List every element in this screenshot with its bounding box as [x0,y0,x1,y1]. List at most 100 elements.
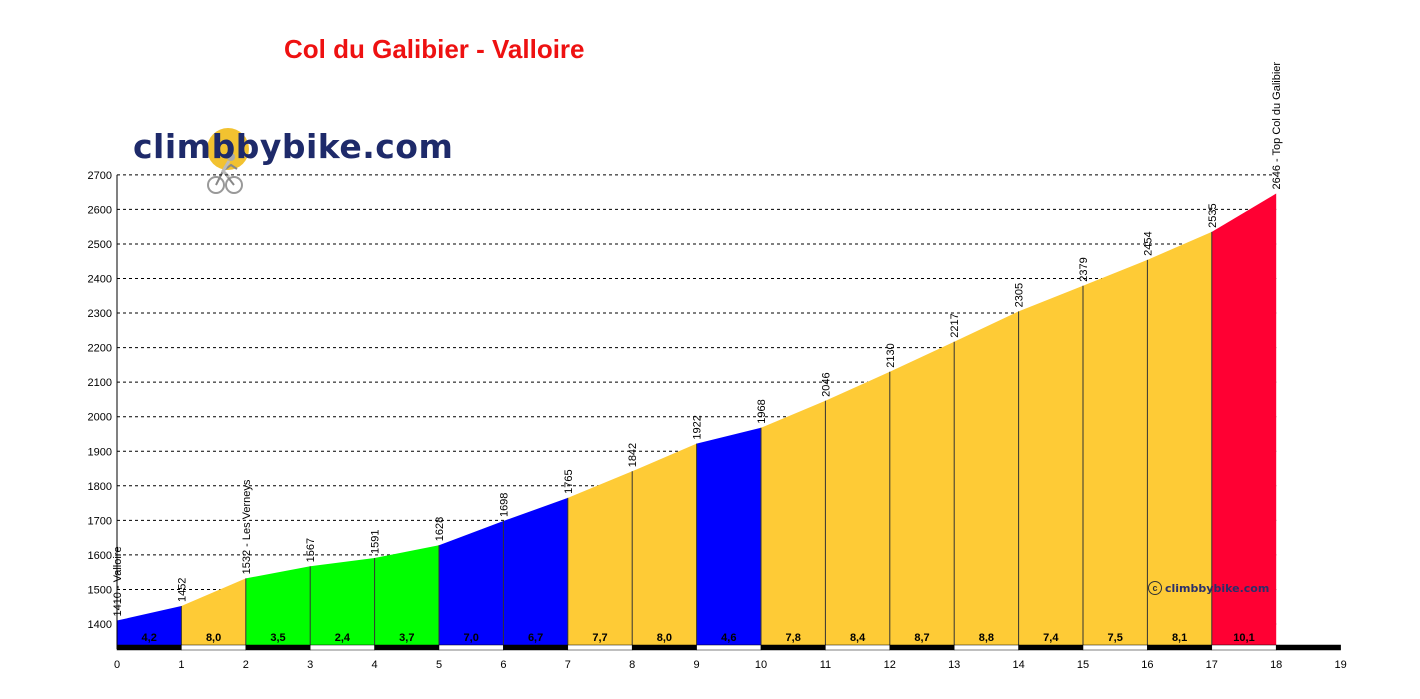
elevation-label: 2379 [1078,257,1090,281]
y-tick-label: 2600 [88,204,112,216]
x-tick-label: 16 [1141,659,1153,671]
elevation-label: 1765 [563,469,575,493]
baseline-strip-cell [760,644,826,651]
gradient-label: 8,0 [206,632,221,644]
profile-segment [1083,259,1148,649]
baseline-strip-cell [181,644,247,651]
x-tick-label: 9 [694,659,700,671]
profile-segment [503,497,568,649]
profile-segment [632,443,697,649]
elevation-label: 2305 [1014,283,1026,307]
baseline-strip-cell [953,644,1019,651]
baseline-strip-cell [1275,644,1341,651]
profile-segment [181,578,246,649]
elevation-label: 1922 [692,415,704,439]
elevation-labels: 4,2 8,0 3,5 2,4 3,7 7,0 6,7 7,7 8,0 4,6 7,8 8,4 8,7 8… [112,62,1283,644]
x-tick-label: 3 [307,659,313,671]
elevation-label: 1842 [627,443,639,467]
baseline-strip [116,644,1341,651]
gradient-label: 8,0 [657,632,672,644]
gradient-label: 4,6 [721,632,736,644]
elevation-label: 1567 [305,538,317,562]
x-tick-label: 19 [1334,659,1346,671]
profile-segment [439,521,504,649]
cyclist-logo-icon [207,128,249,194]
profile-segment [1211,193,1277,649]
x-tick-label: 8 [629,659,635,671]
x-tick-label: 17 [1206,659,1218,671]
elevation-label: 2646 - Top Col du Galibier [1271,62,1283,190]
gradient-label: 4,2 [142,632,157,644]
elevation-label: 2130 [885,343,897,367]
gradient-label: 8,1 [1172,632,1187,644]
elevation-label: 1410 - Valloire [112,546,124,616]
profile-segment [310,558,375,649]
y-tick-label: 2200 [88,343,112,355]
x-tick-label: 18 [1270,659,1282,671]
km-dividers [180,231,1213,649]
gradient-label: 7,0 [464,632,479,644]
baseline-strip-cell [503,644,569,651]
elevation-label: 2046 [820,372,832,396]
y-tick-label: 1500 [88,584,112,596]
gradient-label: 3,7 [399,632,414,644]
y-tick-label: 1700 [88,515,112,527]
x-tick-label: 12 [884,659,896,671]
profile-segment [1018,285,1083,649]
profile-segment [889,341,955,649]
elevation-label: 2217 [949,313,961,337]
gradient-label: 8,7 [914,632,929,644]
x-tick-label: 2 [243,659,249,671]
baseline-strip-cell [374,644,440,651]
x-tick-label: 14 [1012,659,1024,671]
x-tick-label: 7 [565,659,571,671]
baseline-strip-cell [1211,644,1277,651]
x-tick-label: 1 [178,659,184,671]
profile-segment [825,371,890,649]
y-tick-label: 2300 [88,308,112,320]
x-tick-label: 6 [500,659,506,671]
elevation-label: 2535 [1207,203,1219,227]
baseline-strip-cell [245,644,311,651]
gradient-label: 3,5 [270,632,285,644]
baseline-strip-cell [567,644,633,651]
y-tick-label: 2700 [88,170,112,182]
profile-segments [117,193,1277,650]
x-tick-label: 10 [755,659,767,671]
y-tick-label: 2000 [88,412,112,424]
watermark: c climbbybike.com [1148,578,1269,598]
gradient-label: 7,7 [592,632,607,644]
gradient-label: 8,8 [979,632,994,644]
profile-segment [761,400,826,649]
gradient-label: 7,4 [1043,632,1059,644]
x-tick-label: 0 [114,659,120,671]
elevation-label: 1532 - Les Verneys [241,479,253,574]
elevation-label: 1698 [498,493,510,517]
gradient-label: 7,5 [1108,632,1123,644]
y-tick-label: 1600 [88,550,112,562]
y-tick-label: 2100 [88,377,112,389]
gradient-label: 6,7 [528,632,543,644]
x-tick-label: 11 [820,659,831,671]
baseline-strip-cell [1018,644,1084,651]
copyright-icon: c [1148,581,1162,595]
watermark-text: climbbybike.com [1165,581,1270,595]
x-tick-label: 15 [1077,659,1089,671]
x-tick-label: 13 [948,659,960,671]
baseline-strip-cell [1147,644,1213,651]
baseline-strip-cell [1082,644,1148,651]
chart-title: Col du Galibier - Valloire [284,34,585,64]
baseline-strip-cell [631,644,697,651]
baseline-strip-cell [696,644,762,651]
profile-segment [1147,231,1212,650]
baseline-strip-cell [116,644,182,651]
baseline-strip-cell [309,644,375,651]
y-tick-label: 1900 [88,446,112,458]
profile-segment [696,427,761,649]
elevation-label: 1452 [176,578,188,602]
elevation-label: 1968 [756,399,768,423]
y-tick-label: 1800 [88,481,112,493]
x-tick-label: 4 [372,659,378,671]
baseline-strip-cell [438,644,504,651]
